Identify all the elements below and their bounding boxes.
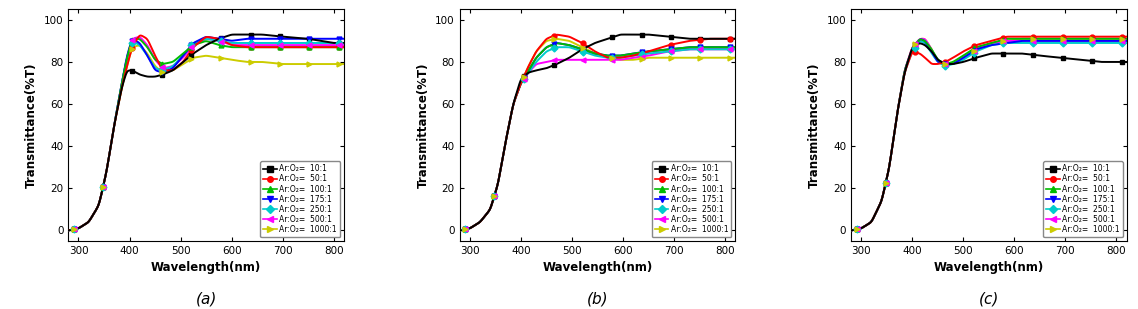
X-axis label: Wavelength(nm): Wavelength(nm): [151, 261, 262, 274]
Text: (b): (b): [586, 291, 609, 307]
Y-axis label: Transmittance(%T): Transmittance(%T): [417, 62, 430, 188]
X-axis label: Wavelength(nm): Wavelength(nm): [933, 261, 1044, 274]
X-axis label: Wavelength(nm): Wavelength(nm): [543, 261, 652, 274]
Y-axis label: Transmittance(%T): Transmittance(%T): [25, 62, 39, 188]
Text: (a): (a): [196, 291, 216, 307]
Legend: Ar:O₂=  10:1, Ar:O₂=  50:1, Ar:O₂=  100:1, Ar:O₂=  175:1, Ar:O₂=  250:1, Ar:O₂= : Ar:O₂= 10:1, Ar:O₂= 50:1, Ar:O₂= 100:1, …: [261, 161, 340, 237]
Text: (c): (c): [979, 291, 999, 307]
Y-axis label: Transmittance(%T): Transmittance(%T): [808, 62, 820, 188]
Legend: Ar:O₂=  10:1, Ar:O₂=  50:1, Ar:O₂=  100:1, Ar:O₂=  175:1, Ar:O₂=  250:1, Ar:O₂= : Ar:O₂= 10:1, Ar:O₂= 50:1, Ar:O₂= 100:1, …: [652, 161, 732, 237]
Legend: Ar:O₂=  10:1, Ar:O₂=  50:1, Ar:O₂=  100:1, Ar:O₂=  175:1, Ar:O₂=  250:1, Ar:O₂= : Ar:O₂= 10:1, Ar:O₂= 50:1, Ar:O₂= 100:1, …: [1044, 161, 1123, 237]
